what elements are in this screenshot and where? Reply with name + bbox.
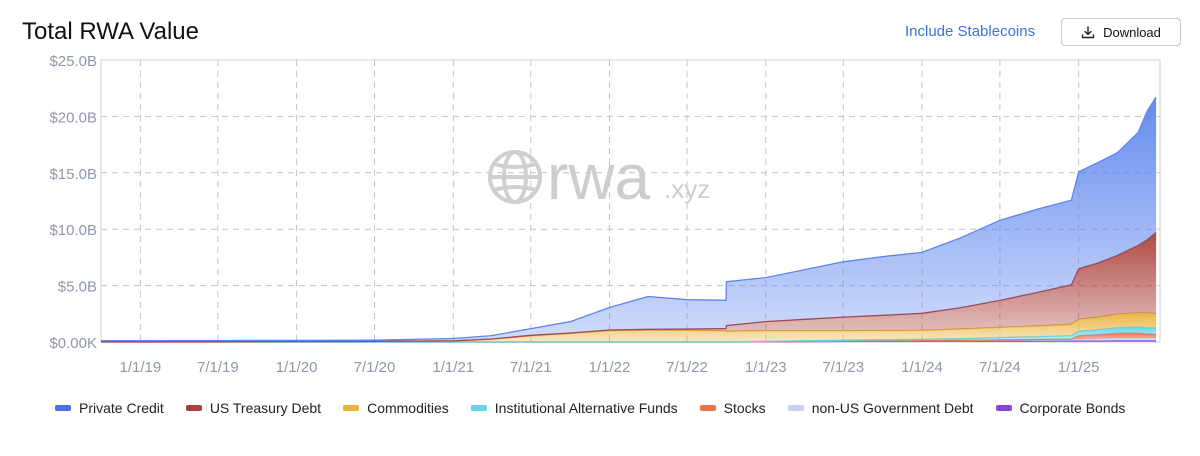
x-tick-label: 7/1/20 [354,359,396,376]
x-tick-label: 1/1/20 [276,359,318,376]
download-button[interactable]: Download [1061,18,1181,46]
legend-swatch [55,405,71,411]
x-tick-label: 1/1/21 [432,359,474,376]
legend-label: Institutional Alternative Funds [494,400,678,416]
include-stablecoins-toggle[interactable]: Include Stablecoins [905,23,1036,40]
legend-label: Commodities [367,400,449,416]
y-tick-label: $20.0B [49,109,97,126]
y-tick-label: $25.0B [49,53,97,70]
y-tick-label: $15.0B [49,166,97,183]
y-tick-label: $5.0B [58,279,97,296]
x-tick-label: 1/1/24 [901,359,943,376]
legend-label: Stocks [723,400,766,416]
legend-label: Corporate Bonds [1019,400,1126,416]
rwa-watermark: rwa .xyz [488,141,710,213]
watermark-text: rwa [547,141,651,213]
legend-item[interactable]: US Treasury Debt [185,400,322,416]
download-icon [1081,25,1095,39]
y-tick-label: $0.00K [49,335,97,352]
legend-swatch [787,405,804,411]
series-line-private-credit [101,96,1157,342]
legend-item[interactable]: Stocks [699,400,766,416]
legend-item[interactable]: Institutional Alternative Funds [470,400,678,416]
legend-item[interactable]: non-US Government Debt [787,400,974,416]
legend-item[interactable]: Private Credit [55,400,164,416]
legend-label: non-US Government Debt [811,400,974,416]
series-area-commodities [101,313,1157,342]
series-area-private-credit [101,97,1157,342]
legend-label: US Treasury Debt [209,400,322,416]
x-tick-label: 1/1/22 [589,359,631,376]
y-tick-label: $10.0B [49,222,97,239]
page-title: Total RWA Value [22,18,199,45]
x-tick-label: 7/1/19 [197,359,239,376]
x-tick-label: 1/1/19 [120,359,162,376]
legend-swatch [995,405,1012,411]
legend-swatch [343,405,360,411]
x-tick-label: 7/1/23 [822,359,864,376]
x-tick-label: 7/1/24 [979,359,1021,376]
legend-swatch [185,405,202,411]
legend-label: Private Credit [79,400,164,416]
legend-swatch [470,405,487,411]
x-tick-label: 7/1/22 [666,359,708,376]
watermark-suffix: .xyz [664,174,710,204]
x-tick-label: 1/1/25 [1058,359,1100,376]
x-tick-label: 1/1/23 [745,359,787,376]
x-tick-label: 7/1/21 [510,359,552,376]
legend-item[interactable]: Commodities [343,400,449,416]
legend-swatch [699,405,716,411]
globe-icon [488,150,542,204]
download-label: Download [1103,24,1161,40]
legend-item[interactable]: Corporate Bonds [995,400,1126,416]
chart-legend: Private Credit US Treasury Debt Commoditie… [55,400,1147,416]
